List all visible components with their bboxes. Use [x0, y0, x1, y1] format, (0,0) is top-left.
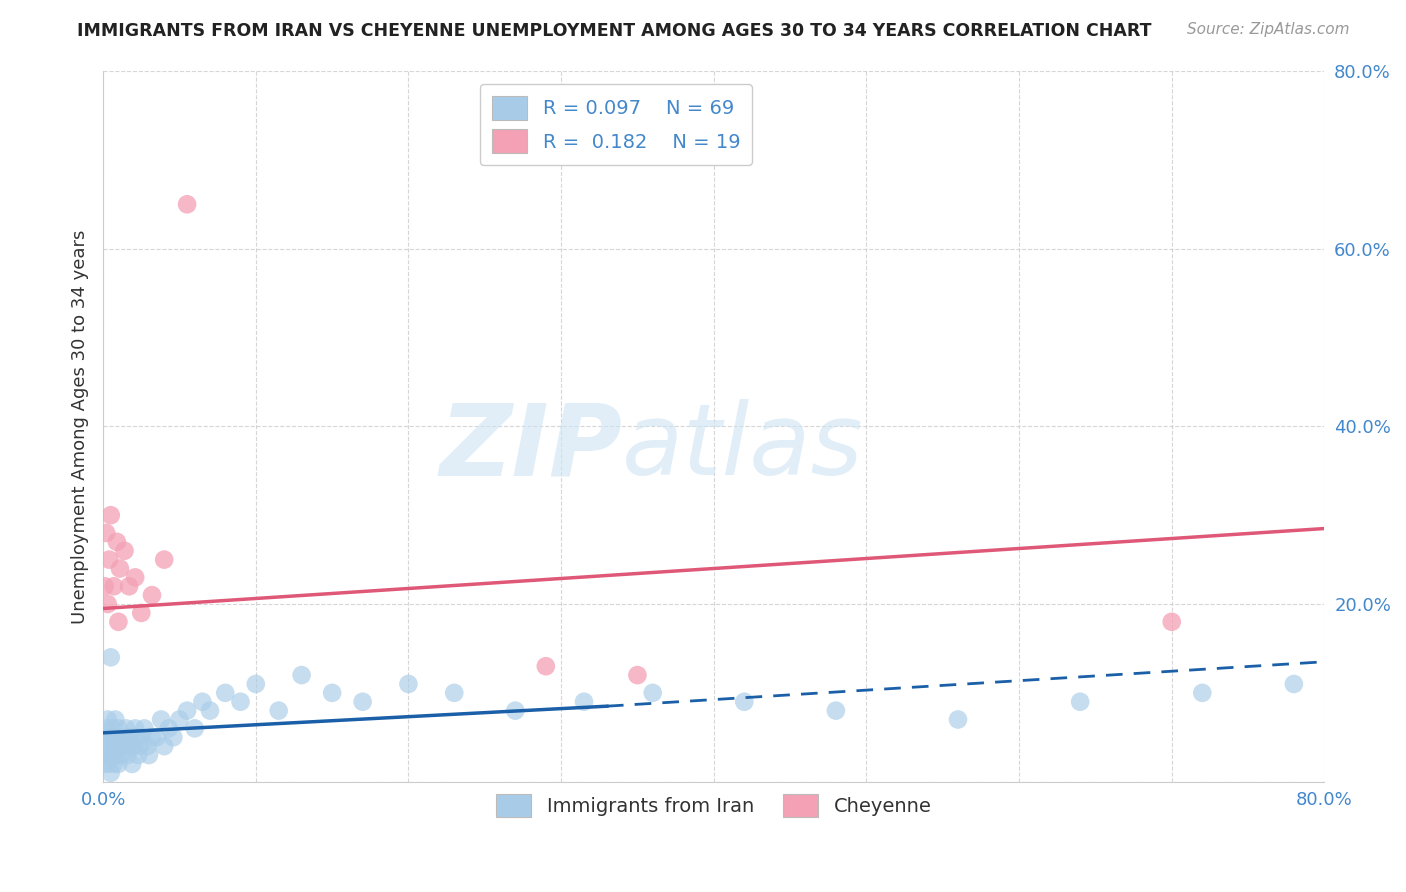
Point — [129, 731, 152, 745]
Point — [121, 756, 143, 771]
Point — [125, 731, 148, 745]
Point — [117, 747, 139, 762]
Point — [96, 525, 118, 540]
Point — [118, 731, 141, 745]
Point — [105, 747, 128, 762]
Point — [127, 747, 149, 762]
Point — [245, 677, 267, 691]
Point — [129, 606, 152, 620]
Point — [138, 747, 160, 762]
Point — [267, 704, 290, 718]
Point — [93, 747, 115, 762]
Point — [534, 659, 557, 673]
Point — [104, 713, 127, 727]
Point — [141, 731, 163, 745]
Point — [103, 756, 125, 771]
Point — [97, 713, 120, 727]
Point — [398, 677, 420, 691]
Point — [114, 543, 136, 558]
Point — [97, 597, 120, 611]
Point — [162, 731, 184, 745]
Point — [108, 739, 131, 753]
Point — [443, 686, 465, 700]
Point — [733, 695, 755, 709]
Text: Source: ZipAtlas.com: Source: ZipAtlas.com — [1187, 22, 1350, 37]
Y-axis label: Unemployment Among Ages 30 to 34 years: Unemployment Among Ages 30 to 34 years — [72, 229, 89, 624]
Point — [176, 197, 198, 211]
Point — [572, 695, 595, 709]
Point — [229, 695, 252, 709]
Point — [91, 756, 114, 771]
Point — [145, 731, 167, 745]
Point — [141, 588, 163, 602]
Point — [122, 739, 145, 753]
Point — [505, 704, 527, 718]
Point — [96, 722, 118, 736]
Point — [100, 508, 122, 523]
Point — [1191, 686, 1213, 700]
Point — [150, 713, 173, 727]
Point — [214, 686, 236, 700]
Point — [136, 739, 159, 753]
Point — [101, 747, 124, 762]
Legend: Immigrants from Iran, Cheyenne: Immigrants from Iran, Cheyenne — [488, 786, 939, 825]
Point — [198, 704, 221, 718]
Point — [100, 765, 122, 780]
Point — [124, 722, 146, 736]
Text: ZIP: ZIP — [439, 400, 623, 496]
Point — [105, 534, 128, 549]
Point — [153, 739, 176, 753]
Point — [107, 615, 129, 629]
Point — [105, 731, 128, 745]
Point — [100, 739, 122, 753]
Point — [104, 739, 127, 753]
Point — [626, 668, 648, 682]
Point — [111, 731, 134, 745]
Point — [110, 747, 132, 762]
Point — [98, 731, 121, 745]
Point — [93, 579, 115, 593]
Text: IMMIGRANTS FROM IRAN VS CHEYENNE UNEMPLOYMENT AMONG AGES 30 TO 34 YEARS CORRELAT: IMMIGRANTS FROM IRAN VS CHEYENNE UNEMPLO… — [77, 22, 1152, 40]
Point — [157, 722, 180, 736]
Point — [176, 704, 198, 718]
Point — [120, 739, 142, 753]
Point — [101, 722, 124, 736]
Point — [352, 695, 374, 709]
Point — [825, 704, 848, 718]
Point — [103, 579, 125, 593]
Point — [93, 731, 115, 745]
Point — [191, 695, 214, 709]
Point — [98, 552, 121, 566]
Point — [641, 686, 664, 700]
Point — [290, 668, 312, 682]
Point — [108, 561, 131, 575]
Point — [183, 722, 205, 736]
Point — [114, 739, 136, 753]
Point — [134, 722, 156, 736]
Point — [169, 713, 191, 727]
Text: atlas: atlas — [623, 400, 863, 496]
Point — [946, 713, 969, 727]
Point — [153, 552, 176, 566]
Point — [100, 650, 122, 665]
Point — [103, 731, 125, 745]
Point — [124, 570, 146, 584]
Point — [1282, 677, 1305, 691]
Point — [115, 722, 138, 736]
Point — [107, 756, 129, 771]
Point — [107, 722, 129, 736]
Point — [321, 686, 343, 700]
Point — [118, 579, 141, 593]
Point — [97, 756, 120, 771]
Point — [128, 739, 150, 753]
Point — [1160, 615, 1182, 629]
Point — [1069, 695, 1091, 709]
Point — [96, 739, 118, 753]
Point — [98, 747, 121, 762]
